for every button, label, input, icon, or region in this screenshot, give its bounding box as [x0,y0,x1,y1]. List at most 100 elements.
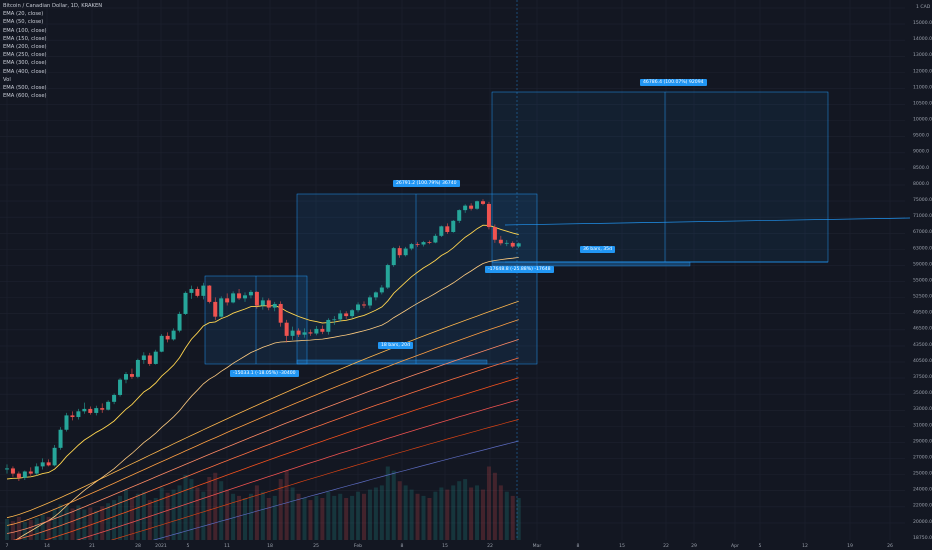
indicator-ema-250[interactable]: EMA (250, close) [3,52,47,59]
time-tick-label: 28 [135,543,141,549]
volume-bar [189,479,194,540]
candle [362,301,366,309]
indicator-ema-100[interactable]: EMA (100, close) [3,27,47,34]
volume-bar [463,479,468,540]
volume-bar [445,489,450,540]
measure-label-top[interactable]: 26791.2 (100.79%) 36740 [393,180,460,187]
volume-bar [141,491,146,540]
candle-body [76,411,81,418]
candle [433,233,438,244]
candle-body [124,374,128,380]
candle-body [260,300,265,306]
candle [58,427,63,450]
volume-bar [225,489,230,540]
candle [350,309,355,319]
candle-body [427,242,432,243]
volume-bar [112,500,117,540]
indicator-ema-50[interactable]: EMA (50, close) [3,19,44,26]
candle [207,285,212,304]
volume-bar [52,508,57,540]
candle-body [421,242,426,245]
candle-body [207,285,212,302]
candle-body [46,462,51,466]
candle [135,358,140,379]
candle [219,296,224,318]
price-tick-label: 27000.0 [913,454,932,460]
ema-100-line [6,300,519,519]
volume-bar [457,481,462,540]
price-tick-label: 25000.0 [913,471,932,477]
candle [16,471,21,482]
measure-base [296,359,488,365]
candle-body [28,471,33,474]
price-tick-label: 63000.0 [913,245,932,251]
time-tick-label: 18 [267,543,273,549]
price-tick-label: 9500.0 [913,133,929,139]
candle [314,326,319,336]
volume-bar [415,493,420,540]
candle [403,246,408,257]
measure-label-right-upper[interactable]: 46786.4 (100.07%) 92094 [640,79,707,86]
volume-bar [510,495,515,540]
price-tick-label: 8500.0 [913,165,929,171]
candle [260,297,265,310]
candle-body [463,205,468,211]
time-tick-label: 15 [619,543,625,549]
candle [296,328,301,338]
indicator-vol[interactable]: Vol [3,76,11,83]
indicator-ema-200[interactable]: EMA (200, close) [3,44,47,51]
volume-bar [266,498,271,540]
indicator-ema-300[interactable]: EMA (300, close) [3,60,47,67]
candle [201,282,206,300]
measure-tools [204,91,911,365]
indicator-ema-150[interactable]: EMA (150, close) [3,35,47,42]
volume-bar [183,474,188,540]
volume-bar [308,500,313,540]
candle-body [147,355,152,364]
time-tick-label: Apr [731,543,739,549]
volume-bar [391,470,396,540]
volume-bar [350,495,355,540]
ema-50-line [6,257,519,547]
candle-body [165,335,170,340]
measure-box-right [491,91,829,263]
price-tick-label: 13000.0 [913,52,932,58]
indicator-ema-500[interactable]: EMA (500, close) [3,85,47,92]
candle-body [344,313,349,317]
candle-body [16,473,21,478]
volume-bar [207,477,212,540]
measure-label-left[interactable]: -15033.1 (-18.05%) -30400 [230,370,299,377]
price-tick-label: 14000.0 [913,36,932,42]
candle [457,209,462,223]
candle-body [183,292,188,314]
volume-bar [492,472,497,540]
candle [278,301,283,327]
candle-body [52,447,57,466]
indicator-ema-20[interactable]: EMA (20, close) [3,11,44,18]
volume-bars [5,466,521,540]
candle [165,332,170,343]
candle [34,463,39,476]
volume-bar [94,510,99,540]
volume-bar [88,507,93,540]
candle-body [445,226,450,232]
indicator-ema-600[interactable]: EMA (600, close) [3,93,47,100]
volume-bar [486,466,491,540]
time-tick-label: Mar [533,543,542,549]
volume-bar [326,491,331,540]
candle-body [118,379,123,395]
time-tick-label: 26 [887,543,893,549]
volume-bar [16,516,21,540]
volume-bar [129,498,134,540]
candle [439,225,444,237]
measure-label-right-bars[interactable]: 36 bars, 35d [580,246,616,253]
candle [112,393,117,405]
measure-label-right-lower[interactable]: -17648.8 (-25.88%) -17648 [485,266,554,273]
indicator-ema-400[interactable]: EMA (400, close) [3,68,47,75]
candle-body [237,293,242,299]
volume-bar [82,509,87,540]
price-tick-label: 55000.0 [913,277,932,283]
ema-400-line [41,399,519,550]
measure-label-left-bars[interactable]: 18 bars, 20d [378,342,414,349]
